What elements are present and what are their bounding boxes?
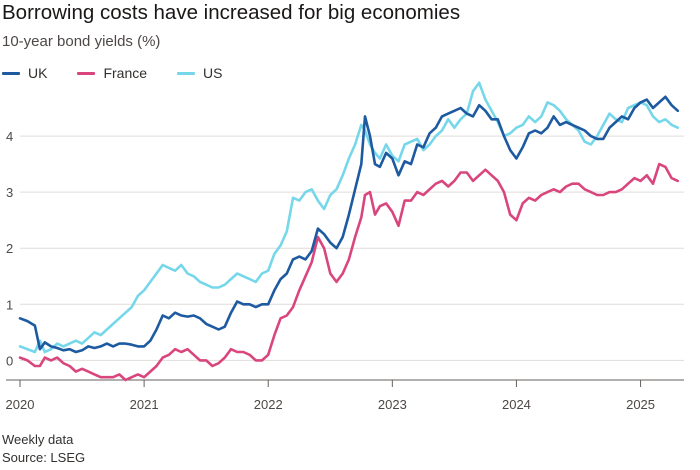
legend-label-france: France: [103, 65, 148, 81]
y-tick-label: 1: [6, 297, 13, 312]
legend-item-uk: UK: [2, 65, 47, 81]
chart-subtitle: 10-year bond yields (%): [2, 33, 161, 50]
x-tick-label: 2025: [626, 397, 655, 412]
y-tick-labels: 0 1 2 3 4: [6, 129, 13, 368]
x-tick-label: 2021: [130, 397, 159, 412]
chart-title: Borrowing costs have increased for big e…: [2, 1, 461, 24]
legend-item-us: US: [177, 65, 222, 81]
data-note: Weekly data: [2, 432, 74, 447]
x-tick-label: 2020: [6, 397, 35, 412]
x-tick-label: 2022: [254, 397, 283, 412]
series-line-france: [18, 162, 680, 382]
series-line-uk: [18, 95, 680, 354]
legend-label-us: US: [203, 65, 223, 81]
chart-legend: UK France US: [2, 64, 252, 82]
y-tick-label: 4: [6, 129, 13, 144]
line-chart: 0 1 2 3 4 2020 2021 2022 2023 2024 2025: [6, 81, 684, 412]
source-note: Source: LSEG: [2, 450, 86, 465]
legend-swatch-france: [77, 71, 96, 75]
series-lines: [18, 81, 680, 382]
series-line-us: [18, 81, 680, 354]
x-tick-labels: 2020 2021 2022 2023 2024 2025: [6, 397, 655, 412]
x-tick-label: 2024: [502, 397, 531, 412]
y-tick-label: 3: [6, 185, 13, 200]
legend-swatch-uk: [2, 71, 20, 75]
y-tick-label: 0: [6, 353, 13, 368]
y-tick-label: 2: [6, 241, 13, 256]
legend-label-uk: UK: [28, 65, 48, 81]
legend-item-france: France: [77, 65, 147, 81]
legend-swatch-us: [177, 71, 196, 75]
x-tick-label: 2023: [378, 397, 407, 412]
x-ticks: [6, 379, 684, 387]
